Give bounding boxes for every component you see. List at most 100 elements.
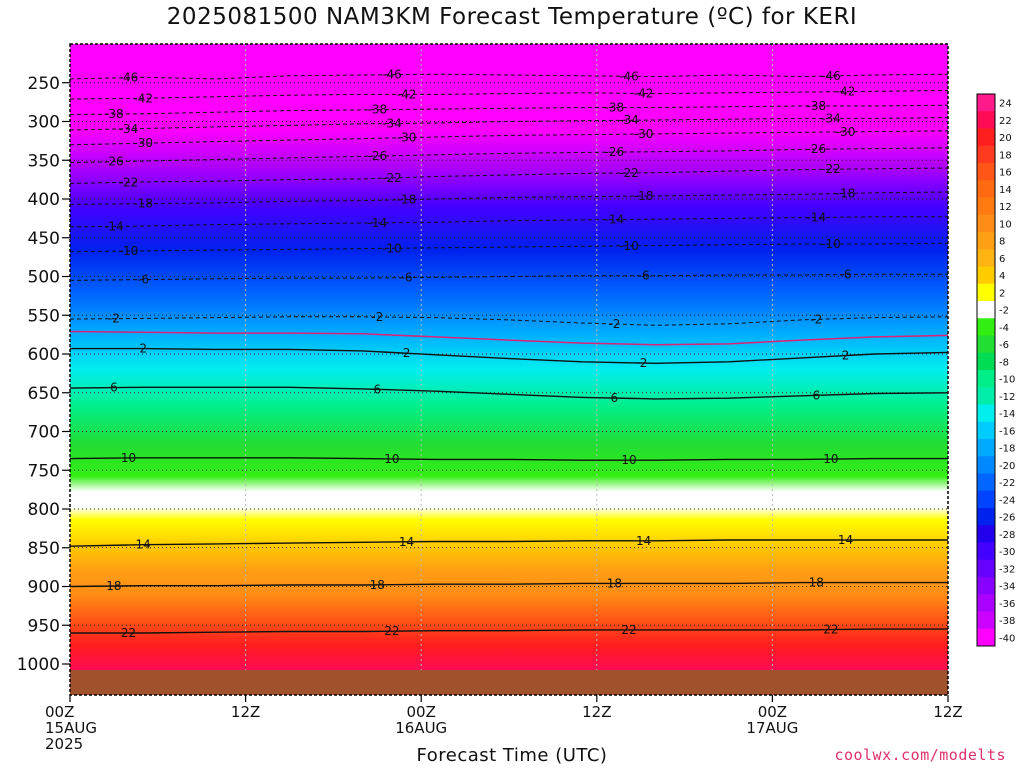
isotherm-label: -14 bbox=[104, 219, 124, 233]
colorbar-swatch bbox=[977, 283, 995, 302]
colorbar-label: -22 bbox=[999, 478, 1015, 489]
isotherm-line bbox=[69, 539, 948, 547]
isotherm-line bbox=[69, 457, 948, 461]
y-tick-label: 900 bbox=[28, 578, 60, 598]
chart-title: 2025081500 NAM3KM Forecast Temperature (… bbox=[166, 4, 858, 30]
isotherm-label: -38 bbox=[605, 101, 625, 115]
isotherm-label: -26 bbox=[605, 145, 625, 159]
isotherm-line bbox=[70, 347, 949, 365]
isotherm-label: 2 bbox=[640, 356, 648, 370]
colorbar-swatch bbox=[977, 266, 995, 285]
isotherm-line bbox=[69, 316, 949, 326]
x-tick-label: 16AUG bbox=[395, 719, 447, 737]
isotherm-line bbox=[69, 330, 949, 346]
isotherm-contours bbox=[69, 73, 949, 634]
y-tick-label: 850 bbox=[28, 539, 60, 559]
x-tick-label: 2025 bbox=[45, 735, 83, 753]
colorbar-label: -20 bbox=[999, 461, 1015, 472]
colorbar-swatch bbox=[977, 559, 995, 578]
colorbar-label: -18 bbox=[999, 444, 1015, 455]
colorbar-label: -12 bbox=[999, 392, 1015, 403]
isotherm-label: -34 bbox=[821, 111, 841, 125]
isotherm-line bbox=[69, 117, 949, 131]
isotherm-label: 6 bbox=[611, 391, 619, 405]
colorbar-swatch bbox=[977, 94, 995, 112]
isotherm-label: -30 bbox=[133, 136, 153, 150]
colorbar-label: 8 bbox=[999, 237, 1005, 248]
y-tick-label: 750 bbox=[28, 461, 60, 481]
isotherm-label: -38 bbox=[806, 99, 826, 113]
isotherm-label: -46 bbox=[821, 69, 841, 83]
colorbar-swatch bbox=[977, 387, 995, 405]
colorbar-label: 2 bbox=[999, 288, 1005, 299]
isotherm-label: -26 bbox=[806, 142, 826, 156]
isotherm-line bbox=[69, 216, 948, 228]
isotherm-line bbox=[69, 90, 949, 100]
isotherm-label: -42 bbox=[836, 85, 856, 99]
isotherm-label: -14 bbox=[806, 210, 826, 224]
isotherm-label: -14 bbox=[605, 213, 625, 227]
colorbar-label: 20 bbox=[999, 133, 1012, 144]
isotherm-label: -46 bbox=[119, 71, 139, 85]
colorbar-swatch bbox=[977, 335, 995, 354]
isotherm-label: 6 bbox=[812, 388, 820, 402]
isotherm-label: -38 bbox=[367, 103, 387, 117]
colorbar-label: -14 bbox=[999, 409, 1015, 420]
colorbar-swatch bbox=[977, 439, 995, 457]
plot-frame bbox=[69, 43, 949, 696]
isotherm-label: -34 bbox=[119, 122, 139, 136]
colorbar-swatch bbox=[977, 163, 995, 181]
isotherm-label: 2 bbox=[139, 342, 147, 356]
isotherm-line bbox=[70, 628, 948, 634]
colorbar-label: 22 bbox=[999, 116, 1012, 127]
colorbar-swatch bbox=[977, 525, 995, 543]
colorbar-label: -24 bbox=[999, 495, 1015, 506]
x-tick-label: 12Z bbox=[933, 703, 962, 721]
isotherm-label: -18 bbox=[836, 186, 856, 200]
isotherm-line bbox=[69, 167, 949, 184]
y-tick-label: 600 bbox=[28, 345, 60, 365]
isotherm-label: -18 bbox=[133, 197, 153, 211]
isotherm-label: -34 bbox=[619, 113, 639, 127]
y-tick-label: 700 bbox=[28, 423, 60, 443]
colorbar-label: -8 bbox=[999, 357, 1009, 368]
colorbar-label: -10 bbox=[999, 375, 1015, 386]
ground-below-surface bbox=[70, 670, 948, 695]
y-tick-label: 650 bbox=[28, 384, 60, 404]
colorbar-label: -36 bbox=[999, 599, 1015, 610]
colorbar-label: -40 bbox=[999, 633, 1015, 644]
colorbar-label: 10 bbox=[999, 219, 1012, 230]
isotherm-label: -42 bbox=[397, 87, 417, 101]
colorbar-swatch bbox=[977, 473, 995, 492]
isotherm-label: -30 bbox=[836, 125, 856, 139]
isotherm-label: 18 bbox=[607, 576, 622, 590]
x-tick-label: 00Z bbox=[407, 703, 436, 721]
colorbar-swatch bbox=[977, 197, 995, 216]
isotherm-line bbox=[69, 273, 948, 281]
isotherm-label: -18 bbox=[397, 193, 417, 207]
isotherm-label: 2 bbox=[842, 349, 850, 363]
colorbar-swatch bbox=[977, 318, 995, 336]
isotherm-label: -30 bbox=[397, 131, 417, 145]
isotherm-label: -18 bbox=[634, 189, 654, 203]
y-tick-label: 300 bbox=[28, 113, 60, 133]
isotherm-label: 22 bbox=[121, 626, 136, 640]
x-tick-label: 00Z bbox=[758, 703, 787, 721]
isotherm-label: -10 bbox=[821, 237, 841, 251]
colorbar-swatch bbox=[977, 421, 995, 440]
colorbar-label: -4 bbox=[999, 323, 1009, 334]
isotherm-label: -6 bbox=[638, 269, 650, 283]
pressure-axis: 250 300 350 400 450 500 550 600 650 700 750 800 850 9… bbox=[17, 74, 70, 675]
isotherm-label: 10 bbox=[621, 453, 636, 467]
isotherm-label: -42 bbox=[634, 86, 654, 100]
colorbar-label: -16 bbox=[999, 426, 1015, 437]
isotherm-label: -14 bbox=[367, 216, 387, 230]
isotherm-label: -6 bbox=[401, 271, 413, 285]
isotherm-line bbox=[69, 242, 949, 253]
colorbar-label: 14 bbox=[999, 185, 1012, 196]
isotherm-label: -2 bbox=[371, 310, 383, 324]
colorbar-swatch bbox=[977, 249, 995, 267]
colorbar-swatch bbox=[977, 128, 995, 147]
isotherm-label: -34 bbox=[382, 117, 402, 131]
colorbar-swatch bbox=[977, 577, 995, 595]
